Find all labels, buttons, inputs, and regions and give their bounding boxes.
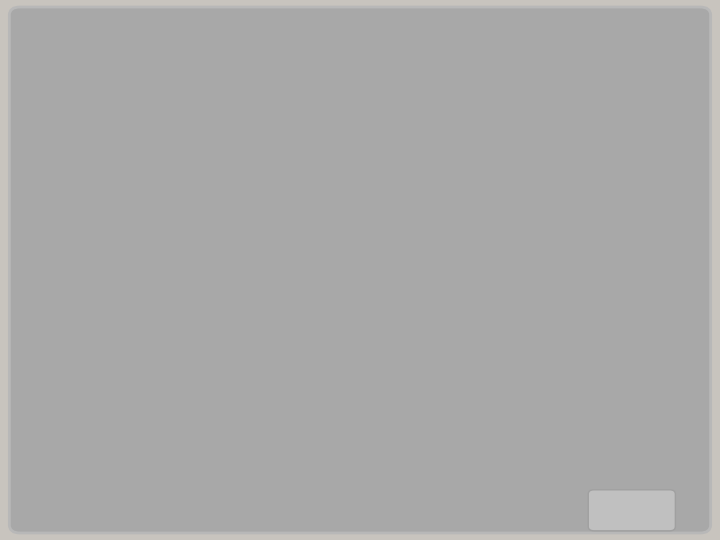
Bar	[404, 282, 413, 298]
Text: ✱: ✱	[57, 210, 73, 228]
Text: DNA fragments move towards the
positive terminal (shorter fragments
move faster : DNA fragments move towards the positive …	[436, 395, 552, 413]
Text: ✱: ✱	[57, 415, 73, 433]
Bar	[375, 282, 384, 298]
Bar	[455, 307, 464, 322]
Text: 3: 3	[344, 176, 351, 186]
Bar	[513, 307, 522, 322]
Bar	[360, 274, 659, 329]
Text: +ve
terminal: +ve terminal	[654, 293, 680, 303]
Text: -ve
terminal: -ve terminal	[331, 293, 358, 303]
Text: ELECTROPHORESIS: ELECTROPHORESIS	[65, 36, 513, 78]
Bar	[353, 329, 666, 411]
FancyBboxPatch shape	[328, 146, 691, 451]
Bar	[346, 268, 360, 335]
Text: Separate Fragments: Separate Fragments	[364, 176, 484, 186]
Text: Moves towards +ve
terminal: Moves towards +ve terminal	[97, 292, 358, 351]
Text: The fragments are separated by length, using
electrophoresis. DNA, which is nega: The fragments are separated by length, u…	[342, 193, 509, 222]
Text: ✱: ✱	[57, 312, 73, 330]
Text: Fragments separated
by length: Fragments separated by length	[97, 94, 379, 154]
Circle shape	[422, 265, 429, 271]
Bar	[484, 282, 493, 298]
Bar	[404, 307, 413, 322]
Bar	[429, 307, 438, 322]
Bar	[364, 281, 539, 298]
Polygon shape	[346, 268, 673, 411]
Circle shape	[336, 172, 359, 190]
Bar	[484, 307, 493, 322]
Bar	[429, 282, 438, 298]
Bar	[364, 306, 539, 323]
Bar	[513, 282, 522, 298]
Bar	[659, 268, 673, 335]
Text: Shorter fragments
move faster: Shorter fragments move faster	[97, 394, 340, 454]
Bar	[375, 307, 384, 322]
Text: DNA (negatively
charged): DNA (negatively charged)	[97, 189, 312, 248]
Bar	[455, 282, 464, 298]
Text: Gel: Gel	[379, 367, 391, 376]
Text: Buffer solution: Buffer solution	[415, 222, 472, 231]
Text: ✱: ✱	[57, 115, 73, 133]
